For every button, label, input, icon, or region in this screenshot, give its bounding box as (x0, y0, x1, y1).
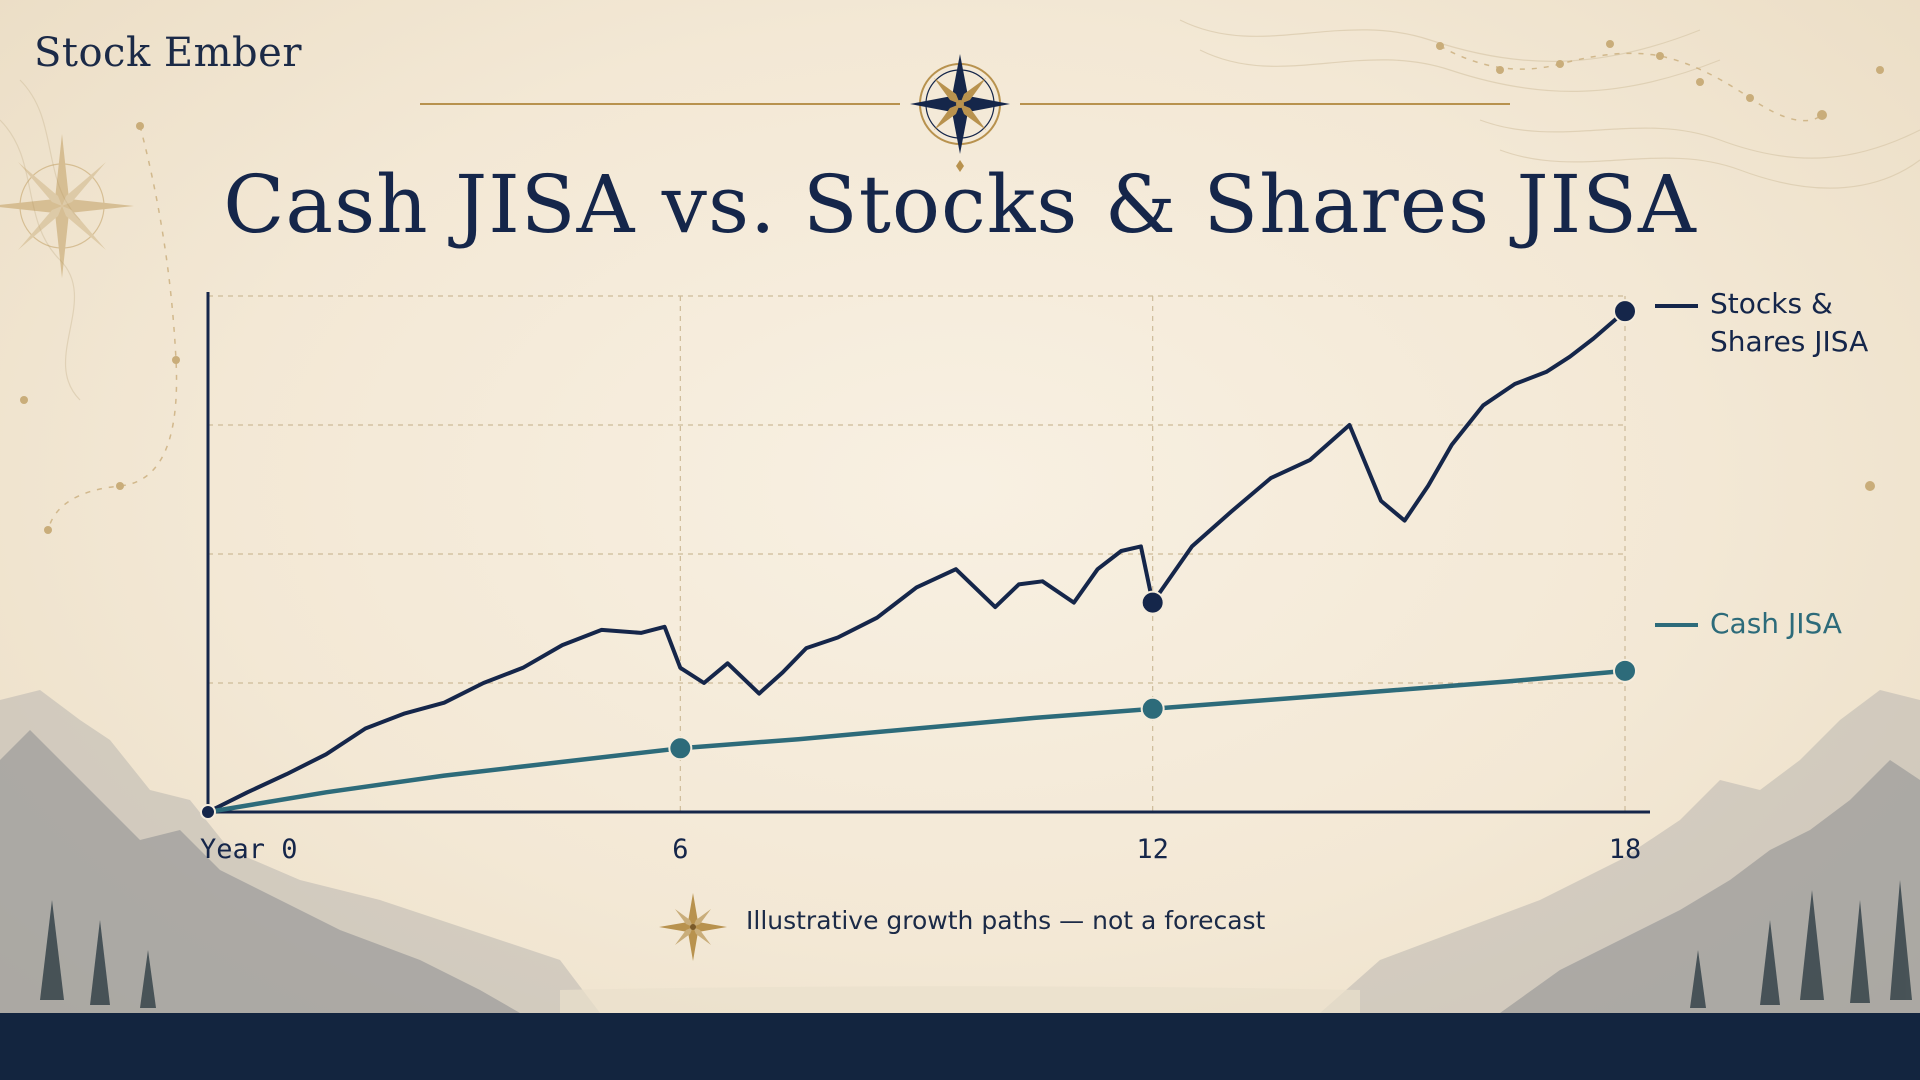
brand-logo: Stock Ember (34, 30, 302, 76)
chart-legend (1655, 304, 1698, 627)
legend-label-stocks: Stocks & Shares JISA (1710, 285, 1900, 361)
chart-axes (206, 292, 1650, 814)
series-line-stocks (206, 309, 1627, 814)
chart-grid (208, 295, 1626, 812)
data-point-stocks (200, 804, 216, 820)
mountain-landscape (0, 690, 1920, 1013)
legend-cash-line-1: Cash JISA (1710, 607, 1842, 640)
compass-rose-icon (0, 134, 134, 278)
compass-star-icon (659, 893, 727, 961)
compass-icon (910, 54, 1010, 172)
legend-stocks-line-2: Shares JISA (1710, 325, 1869, 358)
legend-label-cash: Cash JISA (1710, 605, 1900, 643)
chart-markers (200, 299, 1637, 820)
x-tick-label: Year 0 (200, 834, 298, 865)
data-point-stocks (1140, 590, 1165, 615)
series-line-cash (205, 668, 1628, 815)
legend-stocks-line-1: Stocks & (1710, 287, 1833, 320)
data-point-stocks (1613, 299, 1637, 324)
data-point-cash (1613, 658, 1637, 683)
chart-series (205, 309, 1628, 815)
data-point-cash (668, 736, 693, 761)
x-tick-label: 6 (672, 834, 688, 865)
x-tick-labels: Year 0 6 12 18 (200, 834, 1641, 865)
map-contour-lines (0, 19, 1920, 401)
x-tick-label: 18 (1609, 834, 1642, 865)
x-tick-label: 12 (1136, 834, 1169, 865)
bottom-band (0, 1013, 1920, 1080)
page-title: Cash JISA vs. Stocks & Shares JISA (223, 158, 1697, 251)
footnote: Illustrative growth paths — not a foreca… (746, 906, 1266, 935)
data-point-cash (1140, 696, 1165, 721)
